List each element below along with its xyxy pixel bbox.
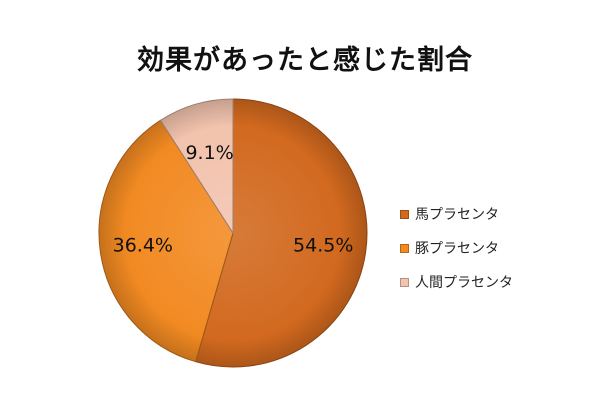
pie-slice-3 [159, 98, 234, 235]
legend-swatch [400, 209, 409, 219]
data-label-1: 54.5% [293, 234, 353, 256]
legend-item-2: 豚プラセンタ [400, 231, 513, 265]
data-label-3: 9.1% [185, 142, 233, 164]
legend-label: 豚プラセンタ [415, 241, 499, 257]
data-label-2: 36.4% [113, 235, 173, 257]
legend-item-1: 馬プラセンタ [400, 197, 513, 231]
legend-item-3: 人間プラセンタ [400, 265, 513, 299]
chart-title: 効果があったと感じた割合 [137, 45, 473, 76]
legend-swatch [400, 277, 409, 287]
pie-slice-1 [195, 98, 368, 368]
legend-label: 馬プラセンタ [415, 207, 499, 223]
legend-label: 人間プラセンタ [415, 275, 513, 291]
pie-slice-2 [98, 119, 234, 363]
legend-swatch [400, 243, 409, 253]
legend: 馬プラセンタ 豚プラセンタ 人間プラセンタ [400, 197, 513, 299]
